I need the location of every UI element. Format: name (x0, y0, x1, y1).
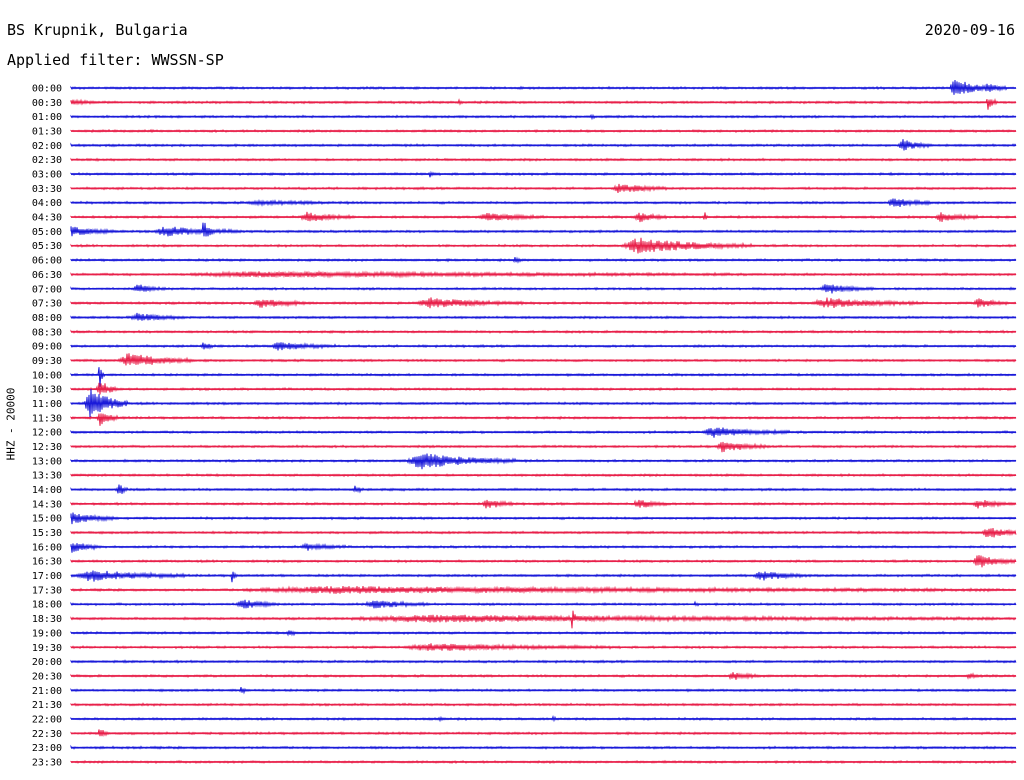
time-tick-label: 23:30 (32, 757, 62, 768)
time-tick-label: 10:00 (32, 370, 62, 381)
time-tick-label: 01:30 (32, 127, 62, 138)
time-tick-label: 15:30 (32, 528, 62, 539)
time-tick-label: 12:00 (32, 428, 62, 439)
time-tick-label: 16:30 (32, 557, 62, 568)
station-title: BS Krupnik, Bulgaria (7, 21, 188, 39)
time-tick-label: 04:00 (32, 198, 62, 209)
seismic-trace (70, 353, 1017, 366)
time-tick-label: 18:30 (32, 614, 62, 625)
time-tick-label: 06:30 (32, 270, 62, 281)
time-tick-label: 03:30 (32, 184, 62, 195)
time-tick-label: 08:00 (32, 313, 62, 324)
seismic-trace (70, 610, 1017, 629)
seismic-trace (70, 413, 1017, 426)
time-tick-label: 20:00 (32, 657, 62, 668)
time-tick-label: 11:30 (32, 413, 62, 424)
time-tick-label: 02:30 (32, 155, 62, 166)
time-tick-label: 23:00 (32, 743, 62, 754)
time-tick-label: 12:30 (32, 442, 62, 453)
filter-label: Applied filter: WWSSN-SP (7, 51, 224, 69)
time-tick-label: 04:30 (32, 213, 62, 224)
trace-group (70, 80, 1017, 765)
seismic-trace (70, 542, 1017, 553)
time-tick-label: 21:00 (32, 686, 62, 697)
time-tick-label: 13:00 (32, 456, 62, 467)
time-tick-label: 15:00 (32, 514, 62, 525)
seismic-trace (70, 570, 1017, 583)
time-tick-label: 21:30 (32, 700, 62, 711)
time-tick-label: 08:30 (32, 327, 62, 338)
time-tick-label: 01:00 (32, 112, 62, 123)
time-tick-label: 02:00 (32, 141, 62, 152)
time-tick-label: 16:00 (32, 542, 62, 553)
seismic-trace (70, 98, 1017, 110)
seismic-trace (70, 367, 1017, 387)
time-tick-label: 00:30 (32, 98, 62, 109)
time-tick-label: 14:30 (32, 499, 62, 510)
time-tick-label: 07:30 (32, 299, 62, 310)
time-tick-label: 19:00 (32, 628, 62, 639)
time-tick-label: 07:00 (32, 284, 62, 295)
time-tick-label: 00:00 (32, 84, 62, 95)
time-tick-label: 05:00 (32, 227, 62, 238)
time-tick-label: 17:00 (32, 571, 62, 582)
time-tick-label: 17:30 (32, 585, 62, 596)
tick-label-group: 00:00 00:30 01:00 01:30 02:00 02:30 03:00 03:30… (32, 84, 62, 769)
time-tick-label: 11:00 (32, 399, 62, 410)
time-tick-label: 18:00 (32, 600, 62, 611)
time-tick-label: 22:00 (32, 714, 62, 725)
time-tick-label: 03:00 (32, 170, 62, 181)
time-tick-label: 10:30 (32, 385, 62, 396)
time-tick-label: 13:30 (32, 471, 62, 482)
time-tick-label: 09:00 (32, 342, 62, 353)
time-tick-label: 19:30 (32, 643, 62, 654)
time-tick-label: 09:30 (32, 356, 62, 367)
seismic-trace (70, 222, 1017, 237)
time-tick-label: 20:30 (32, 671, 62, 682)
time-tick-label: 22:30 (32, 729, 62, 740)
time-tick-label: 06:00 (32, 256, 62, 267)
date-label: 2020-09-16 (924, 21, 1015, 39)
time-tick-label: 05:30 (32, 241, 62, 252)
time-tick-label: 14:00 (32, 485, 62, 496)
